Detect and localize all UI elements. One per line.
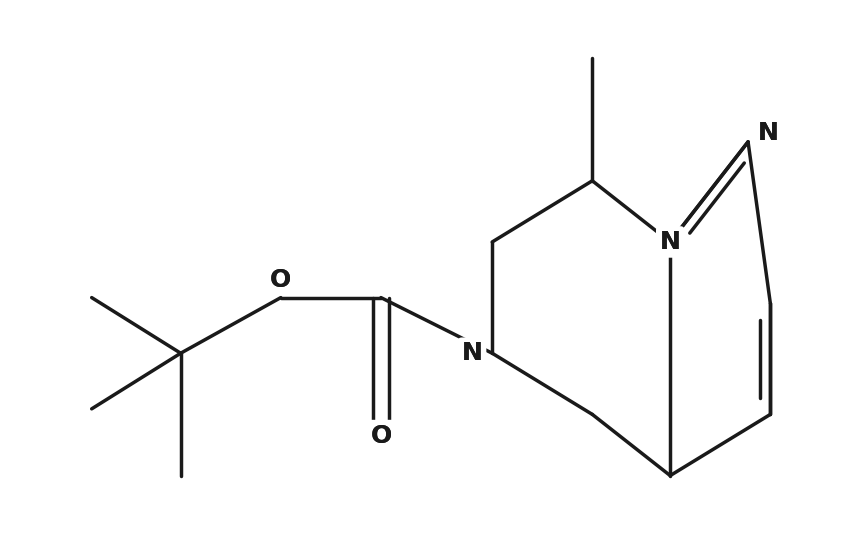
- Text: N: N: [659, 230, 680, 254]
- Text: O: O: [269, 268, 291, 292]
- Text: N: N: [659, 230, 680, 254]
- Text: N: N: [757, 121, 777, 145]
- Text: O: O: [370, 423, 391, 447]
- Text: O: O: [370, 423, 391, 447]
- Text: O: O: [269, 268, 291, 292]
- Text: N: N: [659, 230, 680, 254]
- Text: O: O: [269, 268, 291, 292]
- Text: N: N: [757, 121, 777, 145]
- Text: N: N: [461, 341, 482, 365]
- Text: N: N: [757, 121, 777, 145]
- Text: O: O: [370, 423, 391, 447]
- Text: N: N: [461, 341, 482, 365]
- Text: N: N: [461, 341, 482, 365]
